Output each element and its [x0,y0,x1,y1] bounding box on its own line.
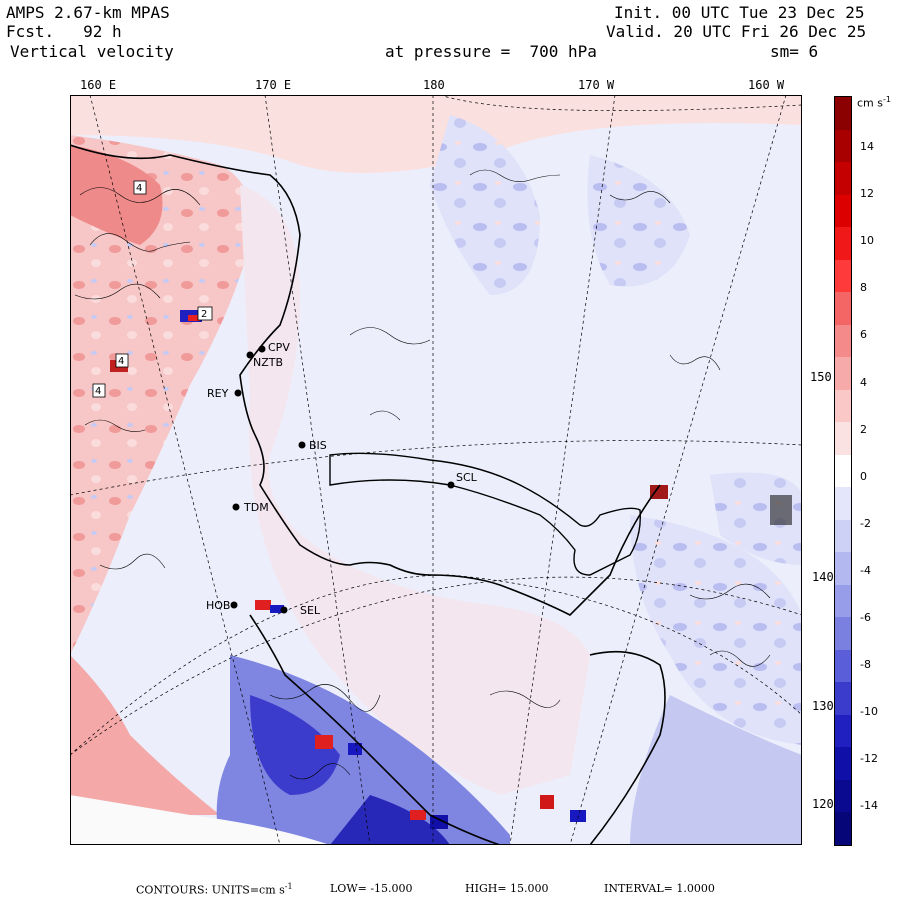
ice-shelf-region [240,185,590,795]
strong-descent-region [216,655,510,845]
station-nztb-dot [246,351,254,359]
colorbar-swatch [835,454,851,488]
station-label: SCL [456,471,478,484]
colorbar-swatch [835,227,851,261]
contour-lines [74,169,771,780]
colorbar-swatch [835,714,851,748]
stations: CPV NZTB REY BIS TDM SCL SEL HOB [206,341,478,617]
strongest-descent-patch [250,695,340,795]
colorbar-swatch [835,779,851,813]
station-label: HOB [206,599,230,612]
colorbar [834,96,852,846]
station-sel-dot [280,606,288,614]
extrema-marker: 4 [118,356,124,367]
colorbar-swatch [835,389,851,423]
coastline [70,144,666,845]
positive-coast-region [70,655,220,815]
footer-contours: CONTOURS: UNITS=cm s-1 [136,882,293,897]
extrema-marker: 2 [201,309,207,320]
pressure-level: at pressure = 700 hPa [385,42,597,61]
colorbar-tick-label: -2 [860,516,871,530]
init-time: Init. 00 UTC Tue 23 Dec 25 [614,3,865,22]
negative-velocity-region [430,115,540,295]
colorbar-swatch [835,682,851,716]
graticule [70,95,802,845]
negative-velocity-region-5 [630,695,802,845]
valid-time: Valid. 20 UTC Fri 26 Dec 25 [606,22,867,41]
colorbar-tick-label: 8 [860,281,867,295]
colorbar-swatch [835,649,851,683]
vertical-velocity-map: CPV NZTB REY BIS TDM SCL SEL HOB 2 4 4 4 [70,95,802,845]
forecast-hour: Fcst. 92 h [6,22,122,41]
lon-label-180: 180 [423,78,445,92]
station-label: REY [207,387,229,400]
colorbar-tick-label: -8 [860,658,871,672]
colorbar-swatch [835,97,851,131]
footer-low: LOW= -15.000 [330,882,413,895]
station-label: CPV [268,341,290,354]
lon-label-170e: 170 E [255,78,292,92]
colorbar-tick-label: -10 [860,705,878,719]
station-label: NZTB [253,356,283,369]
colorbar-swatch [835,422,851,456]
extrema-markers: 2 4 4 4 [92,180,213,398]
colorbar-swatch [835,747,851,781]
station-label: TDM [243,501,269,514]
colorbar-swatch [835,519,851,553]
weak-ascent-region [70,95,802,173]
colorbar-tick-label: 10 [860,234,874,248]
station-scl-dot [447,481,455,489]
station-bis-dot [298,441,306,449]
colorbar-swatch [835,259,851,293]
station-rey-dot [234,389,242,397]
lon-label-160w: 160 W [748,78,785,92]
colorbar-units: cm s-1 [857,95,891,110]
model-title: AMPS 2.67-km MPAS [6,3,170,22]
colorbar-tick-label: -12 [860,752,878,766]
colorbar-tick-label: 0 [860,469,867,483]
colorbar-tick-label: 2 [860,422,867,436]
colorbar-swatch [835,129,851,163]
lon-label-160e: 160 E [80,78,117,92]
colorbar-tick-label: 6 [860,328,867,342]
station-cpv-dot [258,345,266,353]
extrema-marker: 4 [136,183,142,194]
negative-velocity-region-4 [630,515,802,745]
field-name: Vertical velocity [10,42,174,61]
station-label: SEL [300,604,321,617]
colorbar-tick-label: 14 [860,140,874,153]
station-tdm-dot [232,503,240,511]
negative-velocity-region-2 [587,155,690,287]
smoothing: sm= 6 [770,42,819,61]
colorbar-tick-label: 4 [860,375,867,389]
extrema-marker: 4 [95,386,101,397]
colorbar-tick-label: 12 [860,187,874,201]
colorbar-swatch [835,584,851,618]
colorbar-swatch [835,617,851,651]
colorbar-swatch [835,324,851,358]
positive-velocity-region [70,135,252,655]
footer-high: HIGH= 15.000 [465,882,549,895]
strong-descent-patch-2 [330,795,450,845]
colorbar-swatch [835,162,851,196]
land-fill [70,795,330,845]
station-hob-dot [230,601,238,609]
lon-label-170w: 170 W [578,78,615,92]
colorbar-swatch [835,194,851,228]
colorbar-swatch [835,292,851,326]
colorbar-swatch [835,357,851,391]
station-label: BIS [309,439,327,452]
strong-positive-patch [70,145,163,245]
colorbar-tick-label: -4 [860,563,871,577]
map-frame [70,95,802,845]
colorbar-tick-label: -6 [860,611,871,624]
colorbar-swatch [835,552,851,586]
colorbar-tick-label: -14 [860,799,878,813]
colorbar-swatch [835,812,851,846]
colorbar-frame [834,96,852,846]
footer-interval: INTERVAL= 1.0000 [604,882,715,895]
colorbar-swatch [835,487,851,521]
